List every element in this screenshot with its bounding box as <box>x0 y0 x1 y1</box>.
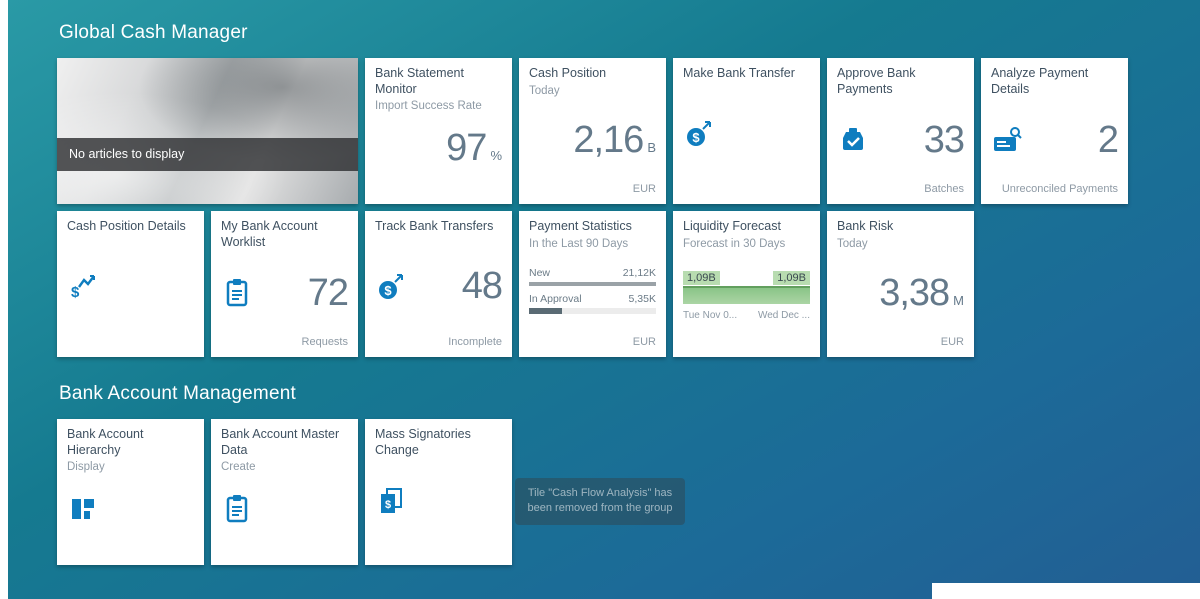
tile-subtitle: Create <box>221 461 256 474</box>
toast-message: Tile "Cash Flow Analysis" has been remov… <box>515 478 685 525</box>
axis-label-start: Tue Nov 0... <box>683 310 738 322</box>
group-title-global-cash-manager: Global Cash Manager <box>59 22 248 43</box>
tile-liquidity-forecast[interactable]: Liquidity Forecast Forecast in 30 Days 1… <box>673 211 820 357</box>
tile-bank-statement-monitor[interactable]: Bank Statement Monitor Import Success Ra… <box>365 58 512 204</box>
tile-subtitle: In the Last 90 Days <box>529 237 629 250</box>
bar-value: 21,12K <box>622 266 656 279</box>
window-edge-bottom <box>932 583 1200 599</box>
hierarchy-icon <box>67 493 99 525</box>
comparison-chart: New 21,12K In Approval 5,35K <box>529 252 656 335</box>
launchpad-content: Global Cash Manager No articles to displ… <box>57 12 1147 572</box>
tile-title: Liquidity Forecast <box>683 219 781 233</box>
tile-title: Bank Account Master Data <box>221 427 340 457</box>
svg-text:$: $ <box>692 130 700 145</box>
svg-text:$: $ <box>71 284 80 301</box>
tile-title: Track Bank Transfers <box>375 219 494 233</box>
chart-right-value: 1,09B <box>773 271 810 286</box>
comparison-bar-new: New 21,12K <box>529 267 656 286</box>
kpi-batches: 33 <box>923 118 965 161</box>
tile-payment-statistics[interactable]: Payment Statistics In the Last 90 Days N… <box>519 211 666 357</box>
tile-footer: EUR <box>632 336 656 348</box>
tile-title: Make Bank Transfer <box>683 66 795 80</box>
worklist-icon <box>221 277 253 309</box>
tile-cash-position-details[interactable]: Cash Position Details $ <box>57 211 204 357</box>
kpi-bank-risk: 3,38 M <box>879 272 964 315</box>
tile-mass-signatories-change[interactable]: Mass Signatories Change $ <box>365 419 512 565</box>
tile-footer: Requests <box>301 336 348 348</box>
tile-title: Mass Signatories Change <box>375 427 471 457</box>
area-chart: 1,09B 1,09B Tue Nov 0... Wed Dec ... <box>683 252 810 335</box>
tile-title: Bank Account Hierarchy <box>67 427 144 457</box>
tile-footer: Unreconciled Payments <box>1001 183 1118 195</box>
kpi-unreconciled: 2 <box>1097 118 1119 161</box>
kpi-incomplete: 48 <box>461 265 503 307</box>
tile-footer: EUR <box>940 336 964 348</box>
bar-label: In Approval <box>529 292 582 305</box>
tile-track-bank-transfers[interactable]: Track Bank Transfers $ 48 Incomplete <box>365 211 512 357</box>
tile-title: Bank Statement Monitor <box>375 66 464 96</box>
tile-bank-risk[interactable]: Bank Risk Today 3,38 M EUR <box>827 211 974 357</box>
chart-left-value: 1,09B <box>683 271 720 286</box>
tile-news-feed[interactable]: No articles to display <box>57 58 358 204</box>
payment-search-icon <box>991 124 1023 156</box>
master-data-icon <box>221 493 253 525</box>
tile-approve-bank-payments[interactable]: Approve Bank Payments 33 Batches <box>827 58 974 204</box>
bar-value: 5,35K <box>628 292 656 305</box>
signatories-icon: $ <box>375 485 407 517</box>
tile-row-1: No articles to display Bank Statement Mo… <box>57 58 1147 204</box>
news-image <box>57 58 358 204</box>
tile-subtitle: Display <box>67 461 105 474</box>
tile-bank-account-hierarchy[interactable]: Bank Account Hierarchy Display <box>57 419 204 565</box>
tile-title: Bank Risk <box>837 219 894 233</box>
kpi-requests: 72 <box>307 271 349 314</box>
group-title-bank-account-management: Bank Account Management <box>59 383 296 404</box>
approve-payments-icon <box>837 124 869 156</box>
tile-title: Payment Statistics <box>529 219 632 233</box>
area-chart-band <box>683 286 810 305</box>
tile-row-2: Cash Position Details $ My Bank Account … <box>57 211 1147 357</box>
tile-subtitle: Today <box>529 84 560 97</box>
tile-footer: EUR <box>632 183 656 195</box>
kpi-import-success-rate: 97 % <box>446 127 502 170</box>
tile-analyze-payment-details[interactable]: Analyze Payment Details 2 Unreconciled P <box>981 58 1128 204</box>
tile-my-bank-account-worklist[interactable]: My Bank Account Worklist 72 Requests <box>211 211 358 357</box>
tile-footer: Incomplete <box>448 336 502 348</box>
tile-make-bank-transfer[interactable]: Make Bank Transfer $ <box>673 58 820 204</box>
tile-subtitle: Import Success Rate <box>375 100 482 113</box>
transfer-track-icon: $ <box>375 270 407 302</box>
cash-flow-icon: $ <box>67 270 99 302</box>
tile-subtitle: Today <box>837 237 868 250</box>
news-message: No articles to display <box>57 138 358 171</box>
kpi-cash-position: 2,16 B <box>573 119 656 162</box>
comparison-bar-in-approval: In Approval 5,35K <box>529 293 656 314</box>
tile-footer: Batches <box>924 183 964 195</box>
tile-title: Cash Position Details <box>67 219 186 233</box>
svg-text:$: $ <box>384 283 392 298</box>
axis-label-end: Wed Dec ... <box>757 310 810 322</box>
tile-title: Analyze Payment Details <box>991 66 1089 96</box>
tile-row-3: Bank Account Hierarchy Display Bank Acco… <box>57 419 1147 565</box>
tile-bank-account-master-data[interactable]: Bank Account Master Data Create <box>211 419 358 565</box>
bar-label: New <box>529 266 551 279</box>
tile-title: Cash Position <box>529 66 607 80</box>
money-transfer-icon: $ <box>683 117 715 149</box>
svg-text:$: $ <box>385 499 391 511</box>
tile-title: Approve Bank Payments <box>837 66 916 96</box>
tile-subtitle: Forecast in 30 Days <box>683 237 786 250</box>
tile-cash-position[interactable]: Cash Position Today 2,16 B EUR <box>519 58 666 204</box>
window-edge-left <box>0 0 8 599</box>
tile-title: My Bank Account Worklist <box>221 219 318 249</box>
